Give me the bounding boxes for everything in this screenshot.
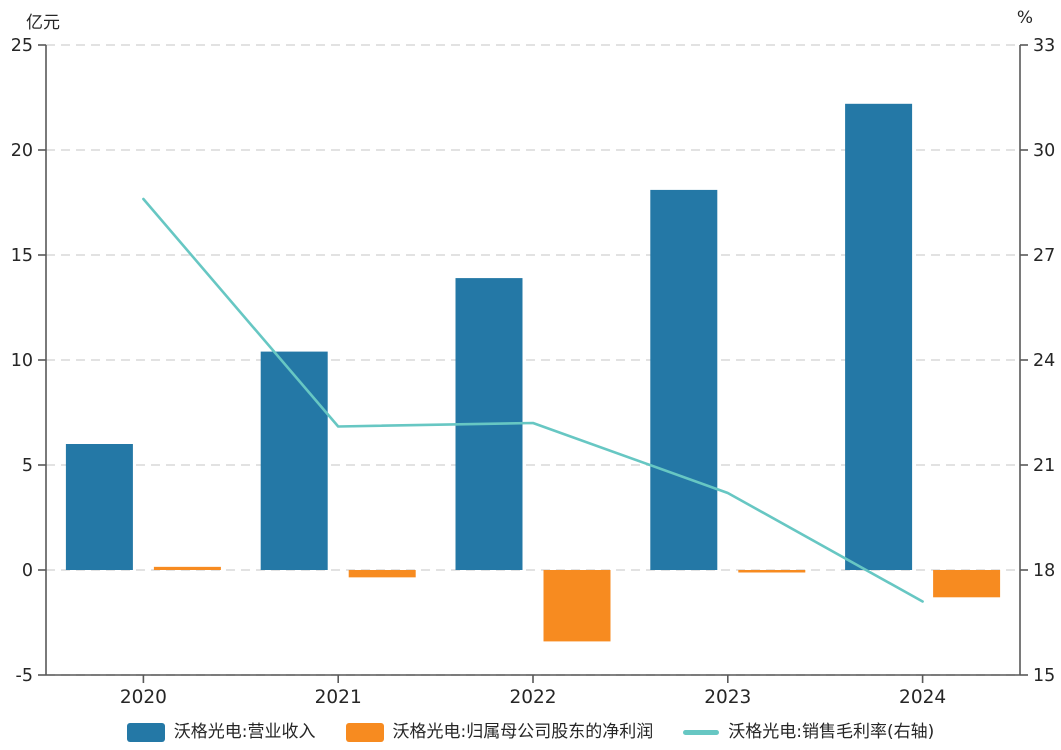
left-axis-tick-label: 5 [22,456,33,476]
x-axis-tick-label: 2020 [120,687,167,708]
left-axis-tick-label: 10 [11,351,33,371]
right-axis-tick-label: 30 [1033,141,1055,161]
left-axis-tick-label: 15 [11,246,33,266]
bar-2021 [260,351,328,570]
right-axis-tick-label: 21 [1033,456,1055,476]
combo-bar-line-chart: -5 0 5 10 15 20 25 15 18 21 24 27 30 33 2020 2021 2022 20… [11,36,1056,708]
legend-item: 沃格光电:销售毛利率(右轴) [683,721,935,742]
x-axis-tick-label: 2023 [704,687,751,708]
bar-2024 [933,570,1001,598]
bar-2020 [65,444,133,570]
legend-item: 沃格光电:归属母公司股东的净利润 [345,721,654,742]
left-axis-tick-label: 20 [11,141,33,161]
chart-legend: 沃格光电:营业收入 沃格光电:归属母公司股东的净利润 沃格光电:销售毛利率(右轴) [0,716,1061,748]
legend-bar-swatch [345,722,384,742]
legend-label: 沃格光电:归属母公司股东的净利润 [392,721,654,742]
margin-line-series [142,197,924,603]
bar-2020 [153,566,221,570]
legend-label: 沃格光电:销售毛利率(右轴) [728,721,935,742]
right-axis-tick-label: 27 [1033,246,1055,266]
right-axis-tick-label: 15 [1033,666,1055,686]
right-axis-tick-label: 18 [1033,561,1055,581]
left-axis-unit-label: 亿元 [26,13,60,33]
right-axis-unit-label: % [1016,8,1033,28]
bar-2023 [738,570,806,573]
left-axis-tick-label: 0 [22,561,33,581]
left-axis-tick-label: 25 [11,36,33,56]
legend-label: 沃格光电:营业收入 [173,721,316,742]
right-axis-tick-label: 24 [1033,351,1055,371]
bar-2021 [348,570,416,578]
legend-bar-swatch [126,722,165,742]
x-axis-tick-label: 2022 [509,687,556,708]
x-axis-tick-label: 2024 [899,687,946,708]
bar-2023 [650,189,718,570]
legend-line-swatch [683,729,720,735]
left-axis-tick-label: -5 [16,666,33,686]
x-axis-tick-label: 2021 [315,687,362,708]
bar-2024 [845,103,913,571]
legend-item: 沃格光电:营业收入 [126,721,316,742]
right-axis-tick-label: 33 [1033,36,1055,56]
bar-2022 [543,570,611,642]
